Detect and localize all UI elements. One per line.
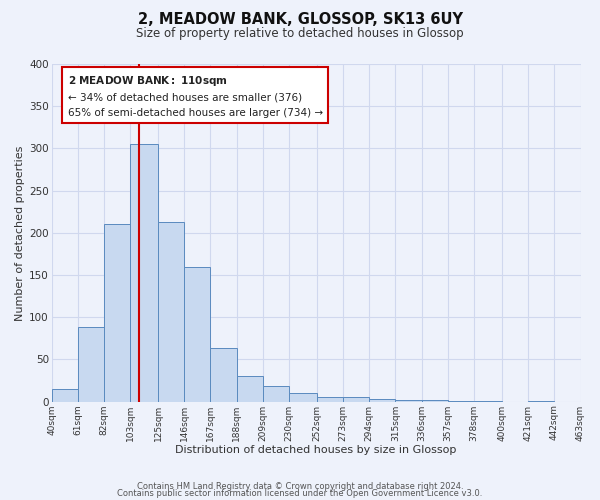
Y-axis label: Number of detached properties: Number of detached properties — [15, 145, 25, 320]
Bar — [184, 266, 211, 402]
Text: Contains HM Land Registry data © Crown copyright and database right 2024.: Contains HM Land Registry data © Crown c… — [137, 482, 463, 491]
Bar — [448, 401, 474, 402]
Bar — [422, 400, 448, 402]
Text: Size of property relative to detached houses in Glossop: Size of property relative to detached ho… — [136, 28, 464, 40]
Bar — [317, 398, 343, 402]
Text: $\mathbf{2\ MEADOW\ BANK:\ 110sqm}$
← 34% of detached houses are smaller (376)
6: $\mathbf{2\ MEADOW\ BANK:\ 110sqm}$ ← 34… — [68, 74, 323, 118]
Bar — [474, 401, 502, 402]
Bar — [104, 224, 130, 402]
Bar — [78, 328, 104, 402]
Text: Contains public sector information licensed under the Open Government Licence v3: Contains public sector information licen… — [118, 489, 482, 498]
Bar — [237, 376, 263, 402]
Bar — [158, 222, 184, 402]
Bar — [263, 386, 289, 402]
Text: 2, MEADOW BANK, GLOSSOP, SK13 6UY: 2, MEADOW BANK, GLOSSOP, SK13 6UY — [137, 12, 463, 28]
Bar — [395, 400, 422, 402]
X-axis label: Distribution of detached houses by size in Glossop: Distribution of detached houses by size … — [175, 445, 457, 455]
Bar — [289, 393, 317, 402]
Bar — [369, 399, 395, 402]
Bar — [52, 389, 78, 402]
Bar — [528, 401, 554, 402]
Bar — [130, 144, 158, 402]
Bar — [343, 398, 369, 402]
Bar — [211, 348, 237, 402]
